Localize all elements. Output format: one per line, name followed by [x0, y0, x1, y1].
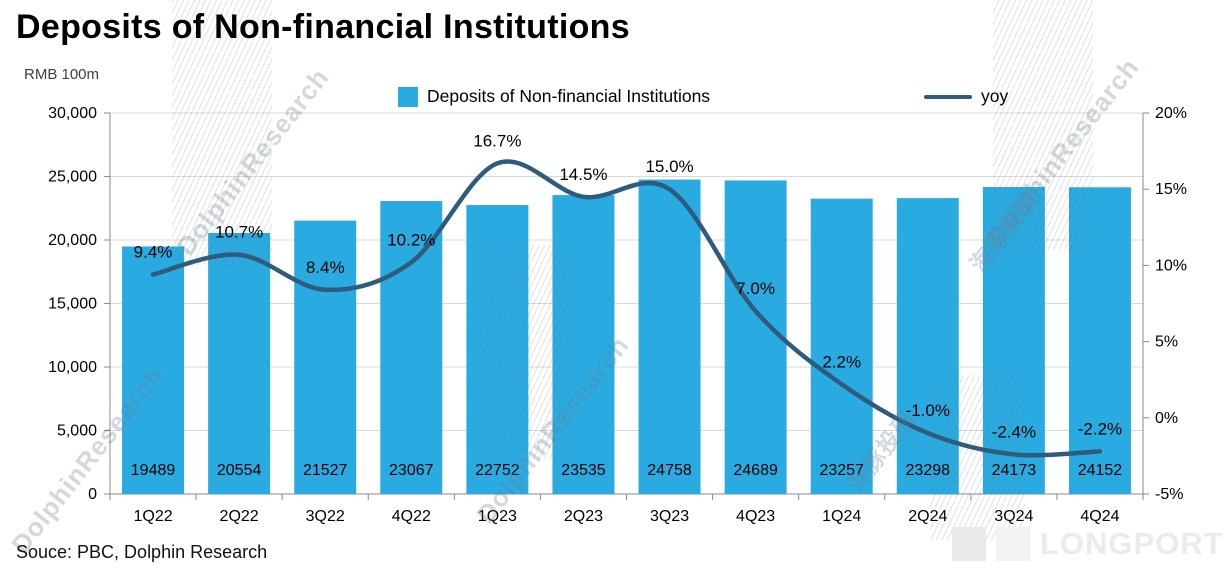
bar	[380, 201, 443, 494]
bar	[724, 180, 787, 494]
bar	[122, 246, 185, 494]
right-axis-label: 0%	[1155, 410, 1178, 427]
yoy-line	[150, 159, 1103, 458]
yoy-value-label: -2.4%	[992, 422, 1036, 441]
legend-bar-swatch-icon	[398, 86, 418, 107]
bar-value-label: 24689	[733, 462, 778, 479]
yoy-value-label: 8.4%	[306, 258, 345, 277]
x-axis-label: 2Q23	[564, 508, 603, 525]
x-axis-label: 4Q23	[736, 508, 775, 525]
legend-bar-label: Deposits of Non-financial Institutions	[427, 86, 711, 106]
right-axis-label: 5%	[1155, 334, 1178, 351]
bar-value-label: 22752	[475, 462, 520, 479]
x-axis-label: 3Q24	[994, 508, 1033, 525]
bar-value-label: 24758	[647, 462, 692, 479]
longport-logo: LONGPORT	[952, 526, 1224, 562]
yoy-value-label: 14.5%	[559, 165, 607, 184]
x-axis-label: 1Q24	[822, 508, 861, 525]
x-axis-label: 1Q23	[478, 508, 517, 525]
bar-value-label: 23535	[561, 462, 606, 479]
bar	[896, 198, 959, 494]
x-axis-label: 3Q23	[650, 508, 689, 525]
bar-value-label: 23067	[389, 462, 434, 479]
right-axis-label: 10%	[1155, 257, 1187, 274]
chart-title: Deposits of Non-financial Institutions	[16, 8, 630, 46]
x-axis-label: 4Q22	[392, 508, 431, 525]
left-axis-label: 0	[88, 486, 97, 503]
bar-value-label: 24173	[992, 462, 1037, 479]
legend-item-yoy: yoy	[924, 86, 1008, 107]
bar	[810, 198, 873, 494]
yoy-value-label: 9.4%	[134, 243, 173, 262]
bar-value-label: 23257	[819, 462, 864, 479]
left-axis-label: 10,000	[48, 359, 97, 376]
bar-value-label: 21527	[303, 462, 348, 479]
bar-value-label: 24152	[1078, 462, 1123, 479]
bar	[294, 220, 357, 494]
right-axis-label: -5%	[1155, 486, 1183, 503]
yoy-value-label: 16.7%	[473, 131, 521, 150]
bar-value-label: 20554	[217, 462, 262, 479]
axis-unit-label: RMB 100m	[24, 66, 100, 83]
x-axis-label: 4Q24	[1080, 508, 1119, 525]
x-axis-label: 2Q24	[908, 508, 947, 525]
yoy-value-label: 10.7%	[215, 223, 263, 242]
x-axis-label: 2Q22	[220, 508, 259, 525]
left-axis-label: 5,000	[57, 423, 97, 440]
longport-logo-text: LONGPORT	[1040, 526, 1224, 561]
bar	[466, 205, 529, 494]
bar	[552, 195, 615, 494]
bar	[1068, 187, 1131, 494]
left-axis-label: 15,000	[48, 296, 97, 313]
source-note: Souce: PBC, Dolphin Research	[16, 542, 268, 562]
left-axis-label: 20,000	[48, 232, 97, 249]
longport-logo-icon	[996, 527, 1030, 561]
bar	[638, 179, 701, 494]
left-axis-label: 30,000	[48, 105, 97, 122]
yoy-value-label: 15.0%	[645, 157, 693, 176]
bar-value-label: 19489	[131, 462, 176, 479]
right-axis-label: 20%	[1155, 105, 1187, 122]
x-axis-label: 3Q22	[306, 508, 345, 525]
x-axis-label: 1Q22	[133, 508, 172, 525]
yoy-value-label: -1.0%	[906, 401, 950, 420]
yoy-value-label: 10.2%	[387, 230, 435, 249]
legend-line-swatch-icon	[924, 94, 972, 99]
right-axis-label: 15%	[1155, 181, 1187, 198]
longport-logo-icon	[952, 527, 986, 561]
yoy-value-label: 7.0%	[736, 279, 775, 298]
yoy-value-label: -2.2%	[1078, 419, 1122, 438]
yoy-value-label: 2.2%	[822, 352, 861, 371]
legend-item-deposits: Deposits of Non-financial Institutions	[398, 86, 710, 107]
legend-line-label: yoy	[981, 86, 1009, 106]
bar-value-label: 23298	[906, 462, 951, 479]
bar	[982, 187, 1045, 494]
bar	[208, 232, 271, 494]
left-axis-label: 25,000	[48, 169, 97, 186]
